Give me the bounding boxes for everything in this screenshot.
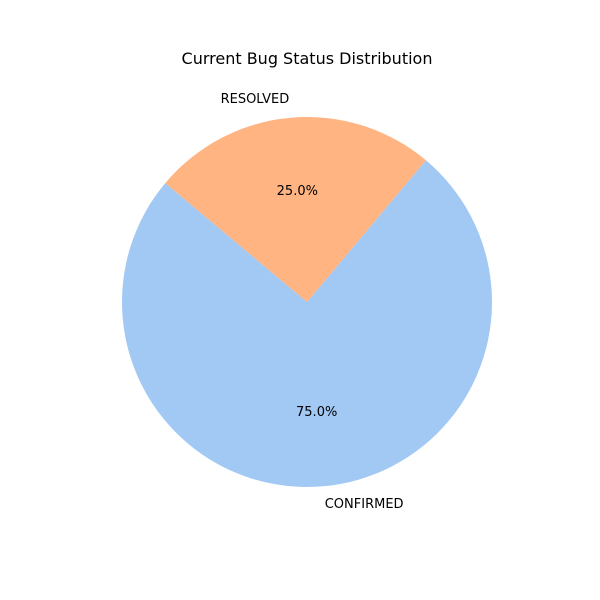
pie-slice-resolved bbox=[165, 117, 426, 302]
slice-label-resolved: RESOLVED bbox=[221, 92, 290, 107]
pie-slices bbox=[121, 117, 492, 487]
slice-percent-confirmed: 75.0% bbox=[296, 405, 337, 420]
chart-title: Current Bug Status Distribution bbox=[182, 49, 433, 68]
slice-percent-resolved: 25.0% bbox=[277, 184, 318, 199]
pie-labels: CONFIRMED 75.0% RESOLVED 25.0% bbox=[221, 92, 404, 512]
pie-slice-confirmed bbox=[121, 160, 492, 487]
slice-label-confirmed: CONFIRMED bbox=[325, 497, 404, 512]
